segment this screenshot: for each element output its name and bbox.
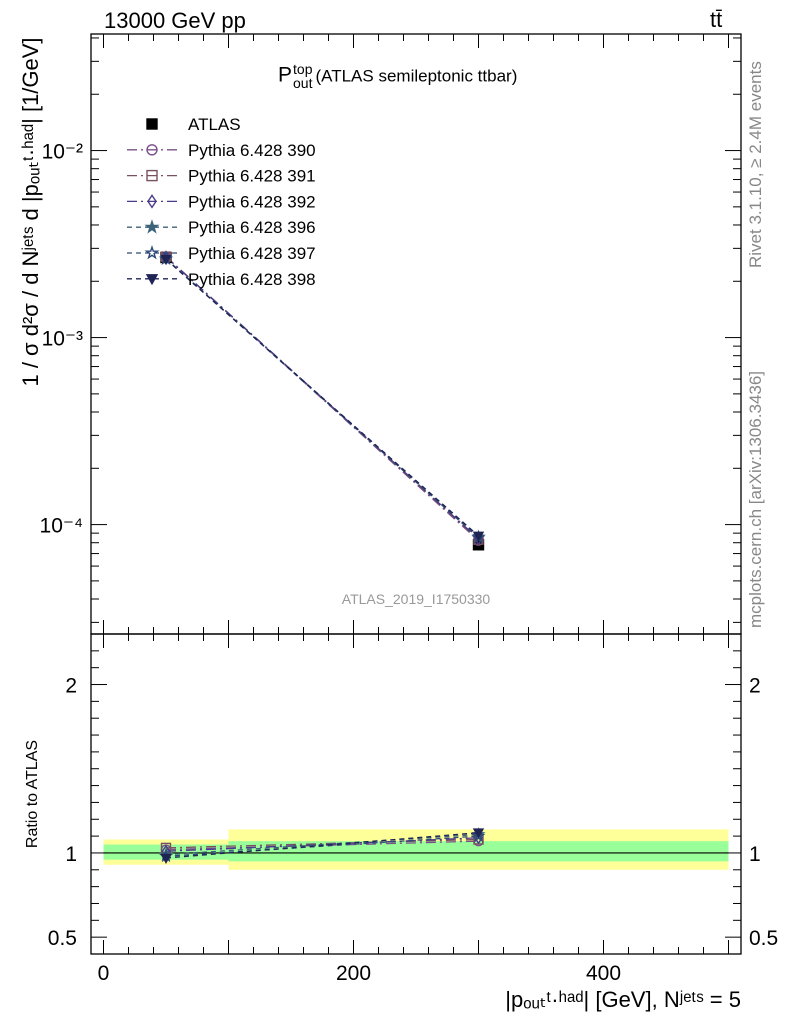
ratio-point-5-1 [472,828,485,839]
title-main: P [278,63,293,87]
y-tick-label-ratio-left-1: 1 [65,843,77,866]
analysis-watermark: ATLAS_2019_I1750330 [342,591,491,607]
ratio-plot-frame [90,633,742,955]
y-tick-label-ratio-right-1: 1 [749,843,761,866]
title-sub: out [293,75,313,91]
legend-label-5: Pythia 6.428 397 [188,244,316,263]
title-tail: (ATLAS semileptonic ttbar) [315,66,518,86]
ratio-point-5-0 [160,853,172,864]
y-tick-label-ratio-left-0: 2 [65,675,77,698]
legend-marker-4 [144,219,160,234]
legend-label-0: ATLAS [188,115,241,134]
legend-marker-3 [147,194,157,209]
legend-marker-2-shape [146,169,158,182]
energy-label: 13000 GeV pp [104,8,246,33]
legend-marker-6-shape [145,274,159,286]
x-tick-label-1: 200 [336,962,371,985]
ratio-line-0 [165,840,479,851]
legend-label-6: Pythia 6.428 398 [188,270,316,289]
legend-marker-6 [145,274,159,286]
y-tick-label-main-2: 10⁻⁴ [40,515,83,538]
legend-label-2: Pythia 6.428 391 [188,167,316,186]
point-6-1 [472,531,485,542]
ratio-point-5-0-shape [160,853,172,864]
point-6-0 [160,255,172,266]
title-sup: top [293,61,313,77]
y-tick-label-ratio-left-2: 0.5 [48,927,77,950]
ratio-line-2 [165,837,479,852]
legend-marker-0-shape [146,118,158,130]
ratio-line-5 [165,832,479,859]
legend-marker-5 [144,245,160,260]
x-tick-label-0: 0 [98,962,110,985]
series-line-6 [165,258,479,537]
process-label: tt̄ [710,7,723,32]
point-6-0-shape [160,255,172,266]
y-axis-label-main: 1 / σ d²σ / d Nʲᵉᵗˢ d |pₒᵤₜᵗ·ʰᵃᵈ| [1/GeV… [18,37,43,386]
legend-marker-1 [146,144,158,156]
legend-label-1: Pythia 6.428 390 [188,141,316,160]
legend-marker-3-shape [147,194,157,209]
legend-label-3: Pythia 6.428 392 [188,192,316,211]
y-tick-label-main-0: 10⁻² [42,141,83,164]
y-tick-label-ratio-right-2: 0.5 [749,927,778,950]
legend-marker-4-shape [144,219,160,234]
y-axis-label-ratio: Ratio to ATLAS [24,740,41,848]
legend-marker-2 [146,169,158,182]
ratio-band-green-1 [228,841,729,862]
ratio-line-4 [165,835,479,857]
legend-label-4: Pythia 6.428 396 [188,218,316,237]
ratio-line-1 [165,838,479,849]
y-tick-label-main-1: 10⁻³ [42,328,83,351]
legend-marker-5-shape [144,245,160,260]
y-tick-label-ratio-right-0: 2 [749,675,761,698]
x-tick-label-2: 400 [586,962,621,985]
point-6-1-shape [472,531,485,542]
legend-marker-1-shape [146,144,158,156]
legend-marker-0 [146,118,158,130]
x-axis-label: |pₒᵤₜᵗ·ʰᵃᵈ| [GeV], Nʲᵉᵗˢ = 5 [505,987,741,1012]
ratio-line-3 [165,833,479,856]
ratio-point-5-1-shape [472,828,485,839]
